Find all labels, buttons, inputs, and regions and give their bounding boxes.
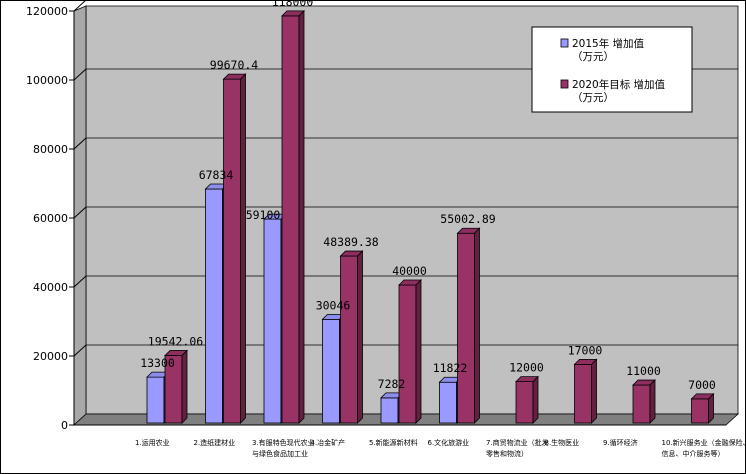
bar-front <box>691 398 709 424</box>
bar-front <box>340 255 358 424</box>
data-label: 118000 <box>272 1 314 9</box>
legend-swatch <box>560 38 569 48</box>
data-label: 99670.4 <box>210 58 259 72</box>
bar-side <box>415 279 422 424</box>
legend-label: （万元） <box>572 92 614 104</box>
bar-side <box>240 73 246 424</box>
gridline-side <box>73 68 87 81</box>
bar-side <box>708 392 714 424</box>
data-label: 7282 <box>378 377 406 391</box>
data-label: 11000 <box>626 364 661 378</box>
bar-side <box>298 9 305 424</box>
data-label: 59100 <box>246 208 281 222</box>
bar-side <box>357 250 363 424</box>
bar-side <box>181 349 188 424</box>
bar-front <box>457 232 475 424</box>
y-tick-label: 100000 <box>26 74 68 87</box>
legend-label: 2015年 增加值 <box>572 37 645 50</box>
y-tick-label: 120000 <box>26 5 68 18</box>
bar-side <box>591 358 597 424</box>
category-label: 1.运用农业 <box>135 438 170 447</box>
data-label: 67834 <box>199 168 234 182</box>
category-label: 6.文化旅游业 <box>428 438 470 447</box>
y-axis-ticks: 0 20000 40000 60000 80000 100000 120000 <box>26 5 74 432</box>
legend-box <box>531 26 693 113</box>
bar-front <box>515 381 534 424</box>
bar-front <box>205 188 223 424</box>
data-label: 55002.89 <box>440 212 495 226</box>
gridline-side <box>73 137 87 150</box>
bar-front <box>632 384 651 424</box>
data-label: 11822 <box>433 361 468 375</box>
gridline-side <box>73 275 87 288</box>
gridline-side <box>73 1 86 12</box>
category-label: 10.新兴服务业（金融保险、 <box>662 438 746 447</box>
data-label: 40000 <box>392 264 427 278</box>
data-label: 19542.06 <box>148 335 203 349</box>
category-label: 5.新能源新材料 <box>369 438 418 447</box>
legend-label: （万元） <box>572 51 614 63</box>
gridline-side <box>73 206 87 219</box>
data-label: 17000 <box>568 343 603 357</box>
data-label: 48389.38 <box>323 235 378 249</box>
bar-front <box>574 363 592 424</box>
y-tick-label: 20000 <box>33 350 68 363</box>
legend-swatch <box>560 79 569 89</box>
bar-front <box>380 397 399 424</box>
bar-side <box>532 375 539 424</box>
legend-label: 2020年目标 增加值 <box>572 78 666 91</box>
category-label: 3.有服特色现代农业 <box>252 438 315 447</box>
data-label: 12000 <box>509 361 544 375</box>
data-label: 13300 <box>140 356 175 370</box>
bars <box>146 9 715 424</box>
data-label: 7000 <box>688 378 716 392</box>
bar-front <box>439 381 457 424</box>
bar-front <box>223 78 241 424</box>
y-tick-label: 0 <box>61 419 68 432</box>
data-label: 30046 <box>316 298 351 312</box>
category-label: 4.冶金矿产 <box>311 438 346 447</box>
category-label: 8.生物医业 <box>545 438 580 447</box>
data-labels: 13300 19542.06 67834 99670.4 59100 118000 3004… <box>140 1 716 392</box>
bar-front <box>398 284 417 424</box>
category-label: 与绿色食品加工业 <box>252 449 308 458</box>
bar-side <box>649 379 656 424</box>
bar-front <box>281 15 300 424</box>
y-tick-label: 80000 <box>33 143 68 156</box>
side-wall <box>73 5 87 426</box>
category-label: 9.循环经济 <box>603 438 638 447</box>
y-tick-label: 40000 <box>33 281 68 294</box>
bar-front <box>322 318 340 424</box>
bar-front <box>146 376 165 424</box>
legend: 2015年 增加值（万元）2020年目标 增加值（万元） <box>531 26 693 113</box>
category-label: 7.商贸物流业（批发 <box>486 438 549 447</box>
bar-side <box>474 227 480 424</box>
category-label: 2.造纸建材业 <box>194 438 236 447</box>
bar-front <box>263 218 282 424</box>
category-label: 信息、中介服务等） <box>662 449 725 458</box>
gridline-side <box>73 344 87 357</box>
category-label: 零售和物流） <box>486 449 528 458</box>
y-tick-label: 60000 <box>33 212 68 225</box>
